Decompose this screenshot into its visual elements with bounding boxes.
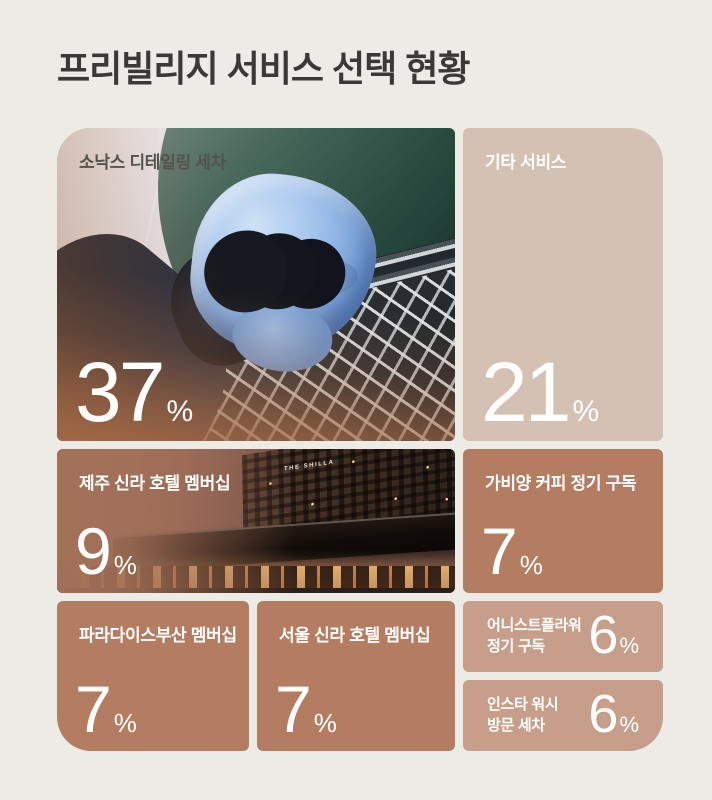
percent-sign: % [166, 395, 194, 428]
tile-value: 21% [481, 345, 600, 439]
percent-sign: % [313, 708, 337, 738]
tile-value: 37% [75, 345, 194, 439]
value-number: 9 [75, 514, 112, 588]
percent-sign: % [113, 550, 137, 580]
value-number: 7 [75, 672, 112, 746]
percent-sign: % [619, 633, 639, 658]
tile-other-services: 기타 서비스 21% [463, 128, 663, 441]
label-line-1: 인스타 워시 [487, 696, 559, 714]
treemap-chart: 소낙스 디테일링 세차 37% 기타 서비스 21% THE SHILLA [57, 128, 663, 751]
value-number: 6 [588, 684, 618, 744]
tile-value: 9% [75, 514, 137, 588]
tile-honest-flower-subscription: 어니스트플라워 정기 구독 6% [463, 601, 663, 672]
tile-label: 기타 서비스 [485, 153, 567, 172]
value-number: 7 [275, 672, 312, 746]
percent-sign: % [519, 550, 543, 580]
label-line-2: 방문 세차 [487, 716, 545, 734]
tile-label: 서울 신라 호텔 멤버십 [279, 626, 431, 645]
tile-jeju-shilla-membership: THE SHILLA 제주 신라 호텔 멤버십 9% [57, 449, 455, 593]
label-line-2: 정기 구독 [487, 637, 545, 655]
tile-label: 제주 신라 호텔 멤버십 [79, 474, 231, 493]
page-title: 프리빌리지 서비스 선택 현황 [57, 48, 470, 89]
tile-value: 6% [588, 605, 639, 665]
value-number: 37 [75, 345, 165, 439]
tile-label: 소낙스 디테일링 세차 [79, 153, 226, 172]
tile-value: 7% [481, 514, 543, 588]
small-tile-row: 어니스트플라워 정기 구독 6% [463, 601, 663, 672]
tile-value: 6% [588, 684, 639, 744]
tile-gabiyang-coffee-subscription: 가비양 커피 정기 구독 7% [463, 449, 663, 593]
label-line-1: 어니스트플라워 [487, 617, 582, 635]
value-number: 6 [588, 605, 618, 665]
small-tile-row: 인스타 워시 방문 세차 6% [463, 680, 663, 751]
tile-value: 7% [275, 672, 337, 746]
ground-line [57, 587, 455, 593]
percent-sign: % [572, 395, 600, 428]
tile-seoul-shilla-membership: 서울 신라 호텔 멤버십 7% [257, 601, 455, 751]
tile-label: 인스타 워시 방문 세차 [487, 695, 559, 736]
tile-label: 파라다이스부산 멤버십 [79, 626, 237, 645]
tile-value: 7% [75, 672, 137, 746]
tile-insta-wash-visit: 인스타 워시 방문 세차 6% [463, 680, 663, 751]
tile-paradise-busan-membership: 파라다이스부산 멤버십 7% [57, 601, 249, 751]
lit-entrance [80, 565, 455, 589]
value-number: 7 [481, 514, 518, 588]
tile-label: 가비양 커피 정기 구독 [485, 474, 637, 493]
value-number: 21 [481, 345, 571, 439]
tile-sonax-detailing-wash: 소낙스 디테일링 세차 37% [57, 128, 455, 441]
percent-sign: % [619, 712, 639, 737]
tile-label: 어니스트플라워 정기 구독 [487, 616, 582, 657]
percent-sign: % [113, 708, 137, 738]
